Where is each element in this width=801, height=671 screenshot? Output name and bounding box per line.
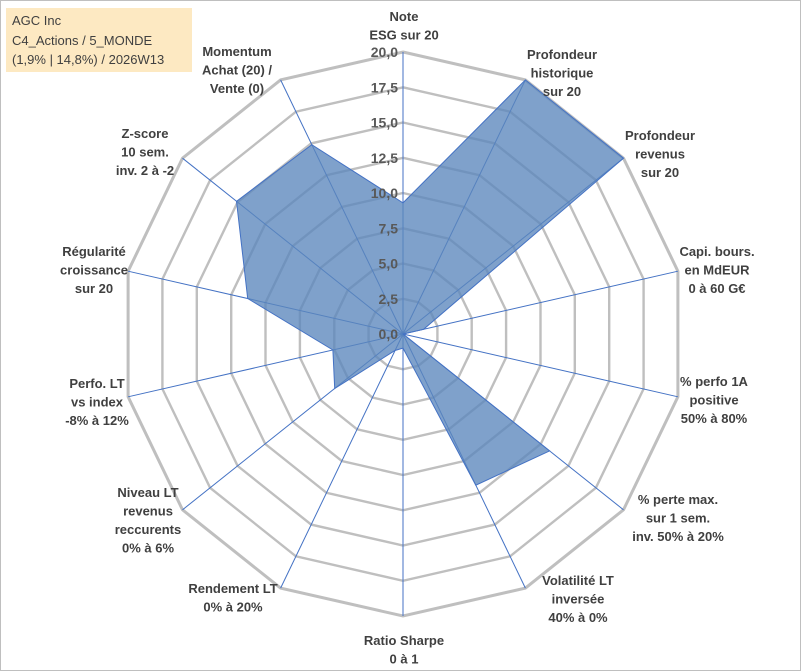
tick-layer: 0,0 2,5 5,0 7,5 10,0 12,5 15,0 17,5 20,0 <box>371 44 398 342</box>
axis-label-line: inv. 50% à 20% <box>632 529 724 544</box>
axis-spoke <box>280 333 404 589</box>
company-name: AGC Inc <box>12 13 62 28</box>
axis-label-line: 0 à 60 G€ <box>688 281 745 296</box>
axis-label-line: -8% à 12% <box>65 413 129 428</box>
axis-label: Momentum Achat (20) / Vente (0) <box>202 44 272 96</box>
tick-label: 0,0 <box>379 326 399 342</box>
axis-label: Ratio Sharpe 0 à 1 <box>364 633 444 667</box>
axis-label-line: Profondeur <box>527 47 597 62</box>
axis-label-line: Z-score <box>122 126 169 141</box>
axis-label-line: revenus <box>123 504 173 519</box>
axis-label-line: 40% à 0% <box>548 610 608 625</box>
axis-label-line: % perte max. <box>638 492 718 507</box>
axis-label: Régularité croissance sur 20 <box>60 244 128 296</box>
axis-label-line: Momentum <box>202 44 271 59</box>
axis-label: % perfo 1A positive 50% à 80% <box>680 374 749 426</box>
axis-label-line: en MdEUR <box>685 263 751 278</box>
axis-label: Niveau LT revenus reccurents 0% à 6% <box>115 485 181 556</box>
axis-label: Z-score 10 sem. inv. 2 à -2 <box>116 126 174 178</box>
axis-label-line: revenus <box>635 147 685 162</box>
axis-label-layer: Note ESG sur 20 Profondeur historique sur 20… <box>60 9 755 667</box>
axis-label: Volatilité LT inversée 40% à 0% <box>542 573 614 625</box>
tick-label: 20,0 <box>371 44 398 60</box>
series-layer <box>235 79 625 486</box>
axis-label: Rendement LT 0% à 20% <box>188 581 277 615</box>
axis-label-line: historique <box>531 66 594 81</box>
axis-label-line: Volatilité LT <box>542 573 614 588</box>
axis-label-line: inversée <box>552 592 605 607</box>
axis-label-line: 50% à 80% <box>681 411 748 426</box>
tick-label: 17,5 <box>371 79 398 95</box>
axis-label-line: % perfo 1A <box>680 374 749 389</box>
axis-label-line: Ratio Sharpe <box>364 633 444 648</box>
axis-label-line: inv. 2 à -2 <box>116 163 174 178</box>
axis-label-line: sur 1 sem. <box>646 511 710 526</box>
axis-label: % perte max. sur 1 sem. inv. 50% à 20% <box>632 492 724 544</box>
info-box: AGC Inc C4_Actions / 5_MONDE (1,9% | 14,… <box>6 8 192 72</box>
axis-label-line: sur 20 <box>75 281 113 296</box>
tick-label: 15,0 <box>371 115 398 131</box>
axis-label-line: Note <box>390 9 419 24</box>
axis-spoke <box>402 333 679 398</box>
axis-label-line: 10 sem. <box>121 145 169 160</box>
axis-label: Profondeur revenus sur 20 <box>625 128 695 180</box>
axis-label: Capi. bours. en MdEUR 0 à 60 G€ <box>679 244 754 296</box>
axis-label-line: 0 à 1 <box>390 652 419 667</box>
axis-label-line: Perfo. LT <box>69 376 124 391</box>
axis-label-line: 0% à 20% <box>203 600 263 615</box>
axis-label-line: positive <box>689 393 738 408</box>
tick-label: 7,5 <box>379 220 399 236</box>
axis-spoke <box>402 270 679 335</box>
axis-label: Profondeur historique sur 20 <box>527 47 597 99</box>
axis-label-line: Niveau LT <box>117 485 178 500</box>
axis-label-line: croissance <box>60 263 128 278</box>
axis-label-line: ESG sur 20 <box>369 28 438 43</box>
axis-label-line: Rendement LT <box>188 581 277 596</box>
series-area <box>235 79 625 486</box>
axis-label-line: Profondeur <box>625 128 695 143</box>
axis-label: Perfo. LT vs index -8% à 12% <box>65 376 129 428</box>
tick-label: 12,5 <box>371 150 398 166</box>
tick-label: 5,0 <box>379 256 399 272</box>
axis-label-line: vs index <box>71 395 124 410</box>
axis-label-line: Vente (0) <box>210 81 264 96</box>
tick-label: 10,0 <box>371 185 398 201</box>
axis-label-line: sur 20 <box>543 84 581 99</box>
axis-label: Note ESG sur 20 <box>369 9 438 43</box>
axis-label-line: Capi. bours. <box>679 244 754 259</box>
axis-label-line: sur 20 <box>641 165 679 180</box>
axis-label-line: Achat (20) / <box>202 63 272 78</box>
details-label: (1,9% | 14,8%) / 2026W13 <box>12 52 165 67</box>
tick-label: 2,5 <box>379 291 399 307</box>
category-label: C4_Actions / 5_MONDE <box>12 32 153 48</box>
axis-label-line: Régularité <box>62 244 126 259</box>
axis-label-line: reccurents <box>115 522 181 537</box>
axis-label-line: 0% à 6% <box>122 541 174 556</box>
